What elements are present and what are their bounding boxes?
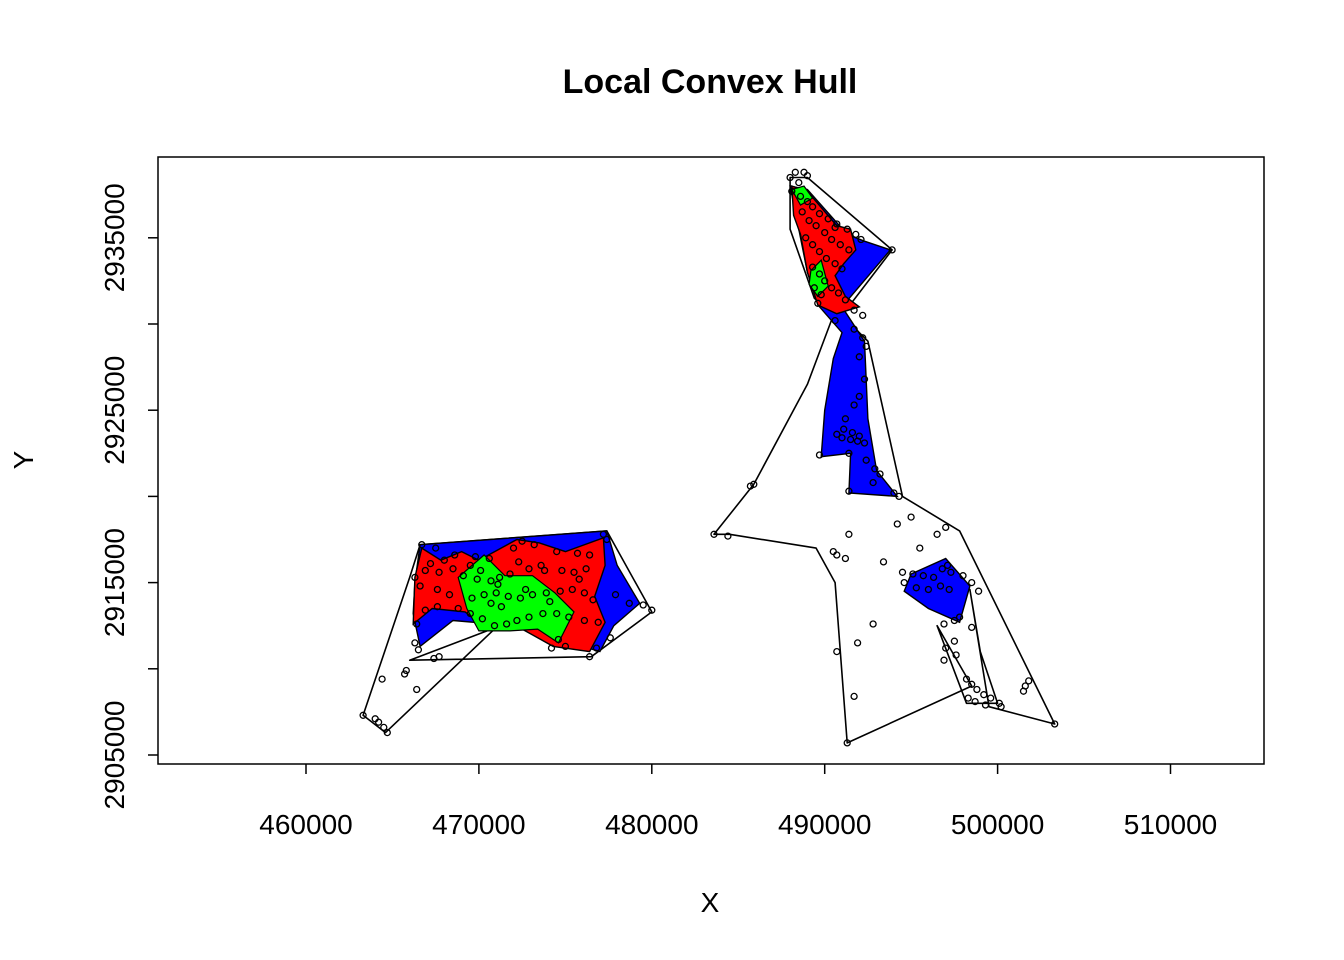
x-tick-label: 510000 — [1124, 809, 1217, 840]
x-tick-label: 470000 — [432, 809, 525, 840]
x-tick-label: 500000 — [951, 809, 1044, 840]
y-tick-label: 2925000 — [99, 356, 130, 465]
y-tick-label: 2935000 — [99, 183, 130, 292]
y-axis-label: Y — [8, 450, 39, 469]
y-tick-label: 2905000 — [99, 700, 130, 809]
x-tick-label: 480000 — [605, 809, 698, 840]
x-tick-label: 490000 — [778, 809, 871, 840]
chart-title: Local Convex Hull — [563, 63, 858, 101]
x-axis-label: X — [701, 887, 720, 918]
x-tick-label: 460000 — [259, 809, 352, 840]
y-tick-label: 2915000 — [99, 528, 130, 637]
